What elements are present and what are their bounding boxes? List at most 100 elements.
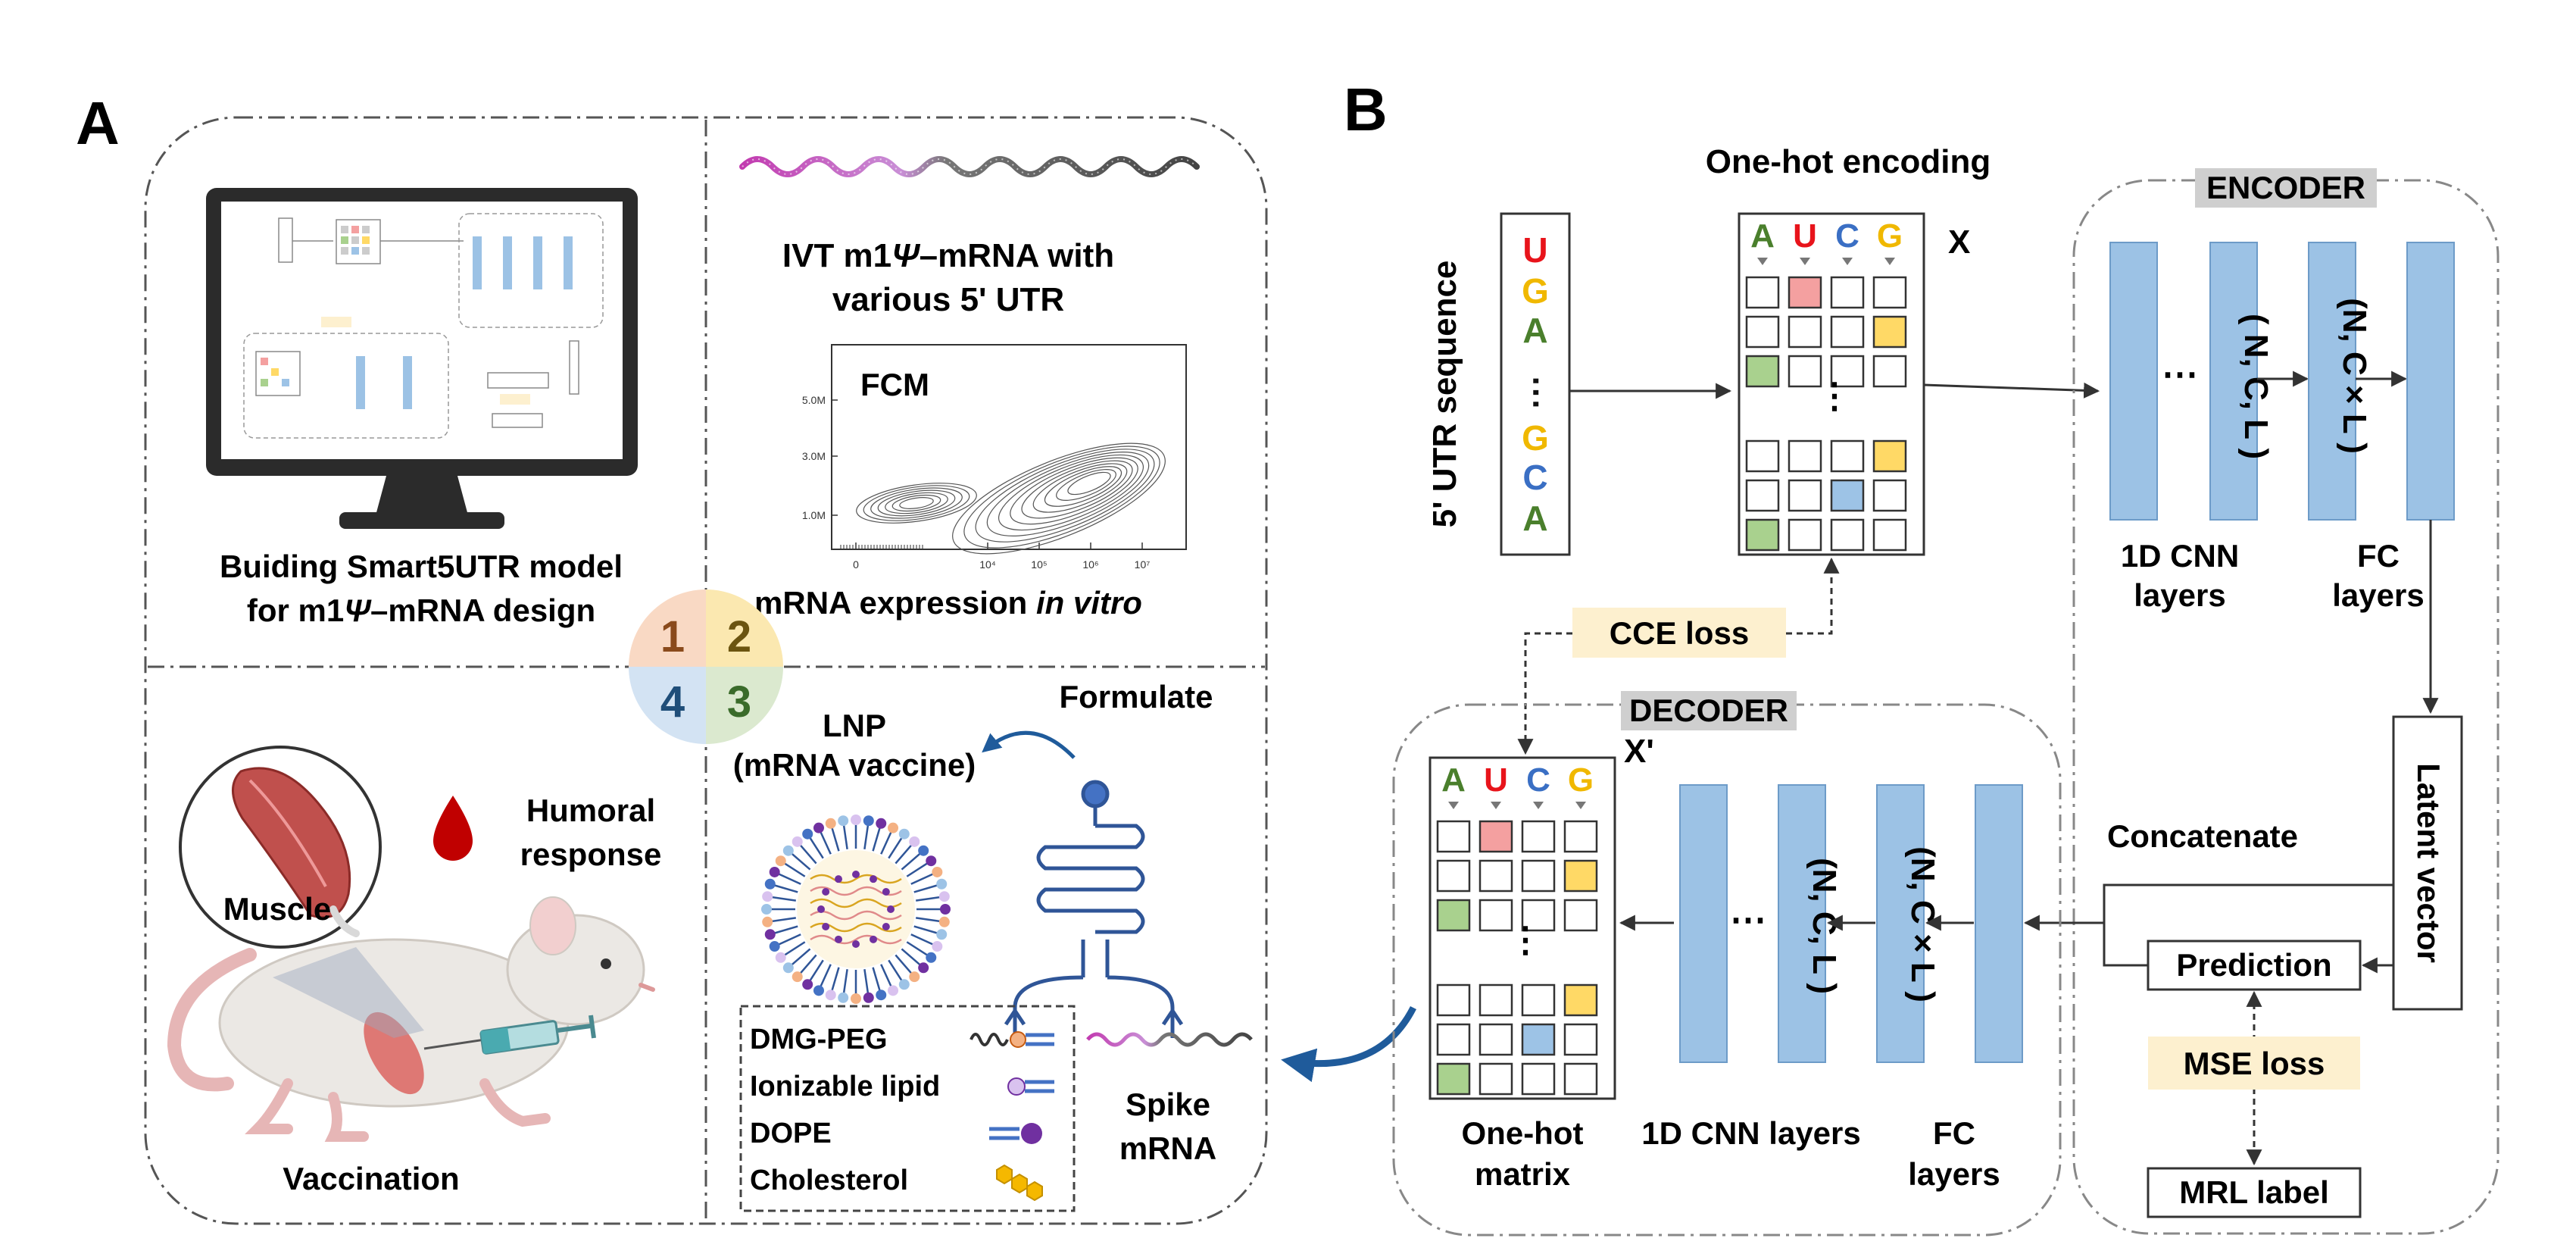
x-tick-label: 10⁷ [1135,558,1151,571]
grid-cell [1788,315,1822,349]
grid-cell [1563,820,1598,853]
sequence-letter: C [1522,458,1547,497]
component-dope: DOPE [750,1118,832,1149]
base-header: G [1877,217,1903,255]
grid-cell [1745,479,1780,512]
onehot-to-encoder-arrow [1923,382,2100,399]
lipid-head [918,962,929,974]
encoder-fc-layer-2 [2406,242,2455,521]
spike-mrna-strand-icon [1086,1032,1253,1047]
lipid-head [898,828,910,840]
x-prime-label: X' [1624,733,1654,770]
contour-line [856,483,977,524]
cce-loss-box [1572,608,1786,658]
inner-lipid [887,905,895,913]
grid-cell [1830,315,1865,349]
mse-loss-label: MSE loss [2184,1046,2325,1081]
inner-lipid [852,940,860,948]
q2-title-line1: IVT m1Ψ–mRNA with [782,237,1114,274]
mrl-label-text: MRL label [2179,1174,2329,1210]
x-tick-label: 10⁵ [1031,558,1047,571]
decoder-fc-label-line1: FC [1933,1115,1975,1151]
lipid-head [940,904,951,915]
decoder-fc-layer-1 [1876,784,1925,1063]
lipid-head [792,836,803,847]
mrl-label-box [2147,1167,2362,1218]
sequence-label: 5' UTR sequence [1426,261,1463,528]
grid-cell [1745,315,1780,349]
lipid-head [888,822,899,833]
lipid-head [769,941,780,952]
decoder-cnn-layer-2 [1778,784,1826,1063]
component-ionizable-lipid: Ionizable lipid [750,1071,940,1102]
quadrant-number-1: 1 [660,612,685,661]
grid-cell [1521,1023,1556,1056]
encapsulated-mrna [810,898,902,908]
x-tick-label: 0 [853,558,859,571]
stem-loop-rna-icon [1004,780,1184,1038]
grid-cell [1478,1023,1513,1056]
concatenate-label: Concatenate [2107,818,2298,854]
grid-cell [1478,859,1513,893]
x-tick-label: 10⁴ [979,558,996,571]
lipid-head [838,815,849,827]
quadrant-number-2: 2 [727,612,751,661]
base-header: C [1526,761,1550,799]
panel-a-letter: A [76,89,120,157]
q2-title-line2: various 5' UTR [832,281,1064,318]
lnp-label-line2: (mRNA vaccine) [733,747,976,783]
encoder-fc-label-line2: layers [2332,577,2424,613]
lipid-head [792,971,803,983]
contour-line [975,449,1155,543]
inner-lipid [822,923,830,930]
grid-cell [1436,1062,1471,1096]
monitor-icon [206,188,638,529]
lipid-head [838,992,849,1003]
quadrant-number-4: 4 [660,677,685,727]
lipid-head [851,815,861,825]
lipid-head [932,866,943,877]
panel-b-letter: B [1344,76,1388,143]
decoder-onehot-grid: ⋮ [1436,820,1598,1096]
fcm-label: FCM [860,367,929,402]
contour-line [870,487,963,519]
grid-cell [1872,479,1907,512]
decoder-ellipsis: ⋯ [1730,900,1766,940]
grid-cell [1830,518,1865,552]
encoder-cnn-layer-2 [2209,242,2258,521]
quadrant-circle: 1 2 4 3 [629,589,783,744]
contour-line [891,494,941,512]
inner-lipid [870,875,877,883]
base-header: G [1568,761,1594,799]
grid-cell [1563,899,1598,932]
decoder-cnn-layer-1 [1679,784,1728,1063]
grid-cell [1830,355,1865,388]
encoder-cnn-layer-1 [2109,242,2158,521]
humoral-label-line2: response [520,836,662,872]
latent-vector-box [2392,715,2463,1011]
lipid-head [926,855,937,867]
lipid-head [825,990,836,1001]
encoder-fc-layer-1 [2308,242,2356,521]
grid-cell [1478,899,1513,932]
sequence-letter: G [1522,271,1549,311]
lipid-head [764,878,776,890]
contour-line [963,446,1160,549]
grid-cell [1872,518,1907,552]
y-tick-label: 3.0M [802,450,826,462]
lipid-head [863,992,874,1003]
lipid-head [876,990,887,1001]
contour-line [952,442,1166,555]
humoral-label-line1: Humoral [526,793,655,828]
grid-cell [1436,1023,1471,1056]
syringe-icon [423,1015,596,1055]
lipid-head [888,985,899,996]
base-header: U [1484,761,1508,799]
grid-cell [1436,820,1471,853]
encoder-shape-2: (N, C × L ) [2336,298,2373,454]
lipid-head [775,952,786,963]
cholesterol-icon [996,1164,1043,1202]
x-label: X [1948,224,1970,261]
grid-cell [1745,439,1780,473]
